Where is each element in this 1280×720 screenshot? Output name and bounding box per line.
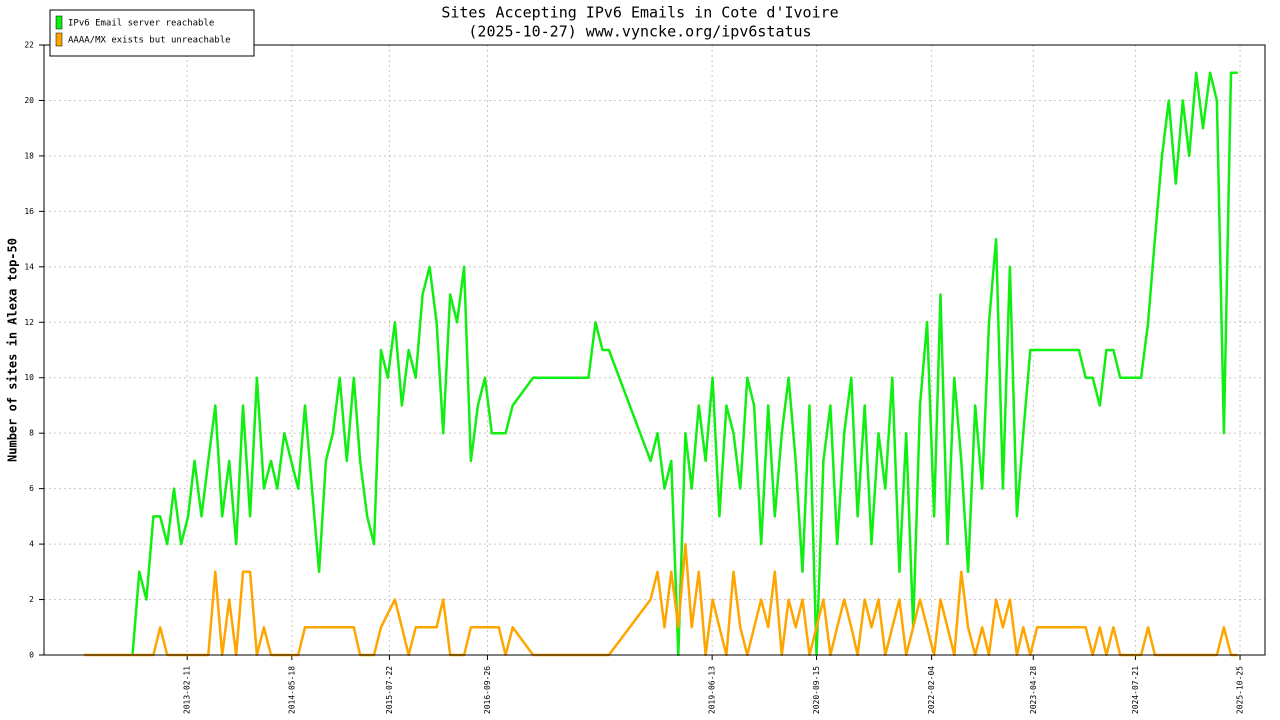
- y-tick-label: 8: [29, 429, 34, 438]
- chart-title: Sites Accepting IPv6 Emails in Cote d'Iv…: [441, 4, 838, 22]
- plot: [84, 71, 1238, 657]
- series-line: [84, 542, 1238, 657]
- legend-swatch: [55, 32, 63, 47]
- plot-frame: [43, 44, 1266, 656]
- y-tick-label: 6: [29, 484, 34, 493]
- y-tick-label: 22: [24, 41, 34, 50]
- legend: IPv6 Email server reachable AAAA/MX exist…: [49, 9, 255, 57]
- chart-subtitle: (2025-10-27) www.vyncke.org/ipv6status: [468, 23, 811, 41]
- x-tick-label: 2016-09-26: [483, 666, 492, 714]
- x-tick-label: 2019-06-13: [708, 666, 717, 714]
- y-tick-label: 12: [24, 318, 34, 327]
- x-tick-label: 2024-07-21: [1131, 666, 1140, 714]
- y-tick-label: 10: [24, 373, 34, 382]
- x-tick-label: 2025-10-25: [1236, 666, 1245, 714]
- legend-swatch: [55, 15, 63, 30]
- y-tick-label: 20: [24, 96, 34, 105]
- x-tick-label: 2013-02-11: [183, 666, 192, 714]
- series-line: [131, 71, 1238, 657]
- grid: [39, 44, 1265, 660]
- x-tick-label: 2020-09-15: [812, 666, 821, 714]
- y-tick-label: 2: [29, 595, 34, 604]
- y-tick-label: 14: [24, 262, 34, 271]
- legend-label: IPv6 Email server reachable: [68, 19, 214, 29]
- x-tick-label: 2015-07-22: [385, 666, 394, 714]
- legend-box: [49, 9, 255, 57]
- y-tick-label: 16: [24, 207, 34, 216]
- y-tick-label: 0: [29, 651, 34, 660]
- x-tick-label: 2014-05-18: [287, 666, 296, 714]
- x-tick-label: 2022-02-04: [927, 666, 936, 714]
- y-tick-label: 18: [24, 151, 34, 160]
- x-tick-label: 2023-04-28: [1029, 666, 1038, 714]
- y-tick-label: 4: [29, 540, 34, 549]
- y-axis-label: Number of sites in Alexa top-50: [6, 238, 20, 462]
- legend-label: AAAA/MX exists but unreachable: [68, 36, 231, 46]
